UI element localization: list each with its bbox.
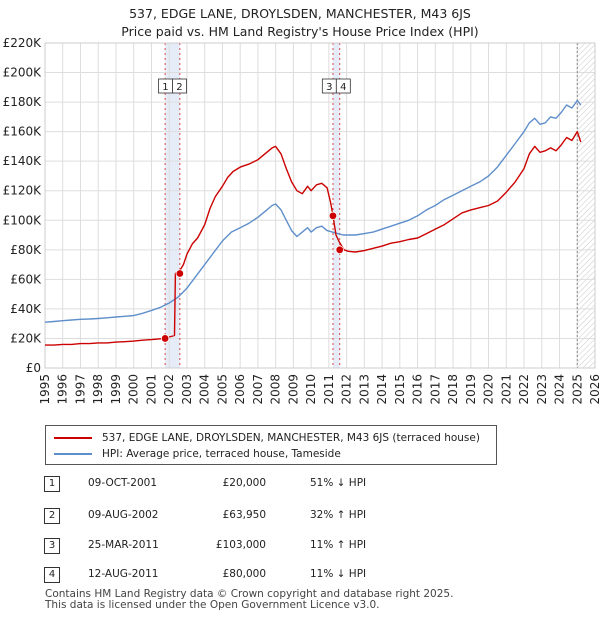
transaction-row: 4 12-AUG-2011 £80,000 11% ↓ HPI [0,567,600,585]
x-tick-label: 2014 [375,374,389,405]
y-tick-label: £100K [3,213,43,227]
transaction-date: 25-MAR-2011 [88,539,159,551]
plot-frame [44,42,596,369]
sale-label-text: 1 [162,82,168,93]
x-tick-label: 2017 [428,374,442,405]
transaction-price: £20,000 [222,477,266,489]
x-tick-label: 2022 [517,374,531,405]
y-tick-label: £0 [26,361,41,375]
sale-label-box [172,78,187,94]
transaction-number: 1 [44,476,60,492]
transaction-number: 4 [44,567,60,583]
y-tick-label: £140K [3,154,43,168]
sale-point [160,334,170,343]
x-tick-label: 2002 [162,374,176,405]
forecast-hatch [577,43,595,368]
transaction-hpi: 51% ↓ HPI [310,477,367,489]
transaction-price: £103,000 [215,539,266,551]
y-tick-label: £220K [3,36,43,50]
transaction-hpi: 11% ↓ HPI [310,568,367,580]
legend-swatch-property [54,437,92,439]
x-tick-label: 1996 [56,374,70,405]
x-tick-label: 2005 [215,374,229,405]
legend-item-property: 537, EDGE LANE, DROYLSDEN, MANCHESTER, M… [54,431,480,445]
x-tick-label: 2009 [286,374,300,405]
y-tick-label: £80K [10,243,42,257]
sale-label-text: 2 [176,82,182,93]
x-tick-label: 2021 [499,374,513,405]
y-tick-label: £180K [3,95,43,109]
x-tick-label: 2011 [322,374,336,405]
chart-title: 537, EDGE LANE, DROYLSDEN, MANCHESTER, M… [129,6,471,21]
footer-line-1: Contains HM Land Registry data © Crown c… [45,588,454,600]
x-tick-label: 2018 [446,374,460,405]
x-tick-label: 2024 [553,374,567,405]
transaction-number: 2 [44,508,60,524]
x-tick-label: 2008 [269,374,283,405]
x-tick-label: 1999 [109,374,123,405]
y-tick-label: £60K [10,272,42,286]
x-tick-label: 2001 [144,374,158,405]
transaction-number: 3 [44,538,60,554]
x-tick-label: 2000 [127,374,141,405]
x-tick-label: 2026 [588,374,600,405]
transaction-row: 1 09-OCT-2001 £20,000 51% ↓ HPI [0,476,600,494]
x-tick-label: 1998 [91,374,105,405]
x-tick-label: 2019 [464,374,478,405]
y-tick-label: £160K [3,125,43,139]
sale-label-text: 3 [326,82,332,93]
transaction-date: 09-OCT-2001 [88,477,157,489]
y-tick-label: £40K [10,302,42,316]
highlight-band-3-4 [332,43,340,368]
transaction-price: £80,000 [222,568,266,580]
price-chart: £0 £20K £40K £60K £80K £100K £120K £140K £160K £1… [3,36,600,405]
legend-item-hpi: HPI: Average price, terraced house, Tame… [54,447,341,461]
plot-area [45,43,595,368]
x-tick-label: 1997 [73,374,87,405]
transaction-date: 09-AUG-2002 [88,509,159,521]
x-tick-label: 2013 [357,374,371,405]
transaction-row: 3 25-MAR-2011 £103,000 11% ↑ HPI [0,538,600,556]
x-tick-label: 2020 [482,374,496,405]
x-tick-label: 2003 [180,374,194,405]
legend-label-hpi: HPI: Average price, terraced house, Tame… [102,448,341,460]
transaction-row: 2 09-AUG-2002 £63,950 32% ↑ HPI [0,508,600,526]
footer: Contains HM Land Registry data © Crown c… [45,589,453,611]
series-line-hpi [44,99,582,323]
x-tick-label: 2025 [570,374,584,405]
sale-point [175,269,185,278]
x-tick-label: 2007 [251,374,265,405]
footer-line-2: This data is licensed under the Open Gov… [45,599,380,611]
legend: 537, EDGE LANE, DROYLSDEN, MANCHESTER, M… [45,425,497,465]
transaction-date: 12-AUG-2011 [88,568,159,580]
x-tick-label: 2016 [411,374,425,405]
y-tick-label: £120K [3,184,43,198]
legend-label-property: 537, EDGE LANE, DROYLSDEN, MANCHESTER, M… [102,432,480,444]
chart-subtitle: Price paid vs. HM Land Registry's House … [121,24,479,39]
sale-point [335,245,344,255]
y-tick-label: £200K [3,66,43,80]
transaction-hpi: 11% ↑ HPI [310,539,367,551]
x-tick-label: 1995 [38,374,52,405]
x-tick-label: 2023 [535,374,549,405]
x-tick-label: 2015 [393,374,407,405]
x-tick-label: 2010 [304,374,318,405]
legend-swatch-hpi [54,453,92,455]
x-tick-label: 2004 [198,374,212,405]
y-tick-label: £20K [10,331,42,345]
sale-point [328,211,338,221]
transaction-price: £63,950 [222,509,266,521]
sale-label-box [335,78,351,94]
sale-label-text: 4 [340,82,346,93]
x-tick-label: 2006 [233,374,247,405]
x-tick-label: 2012 [340,374,354,405]
transaction-hpi: 32% ↑ HPI [310,509,367,521]
